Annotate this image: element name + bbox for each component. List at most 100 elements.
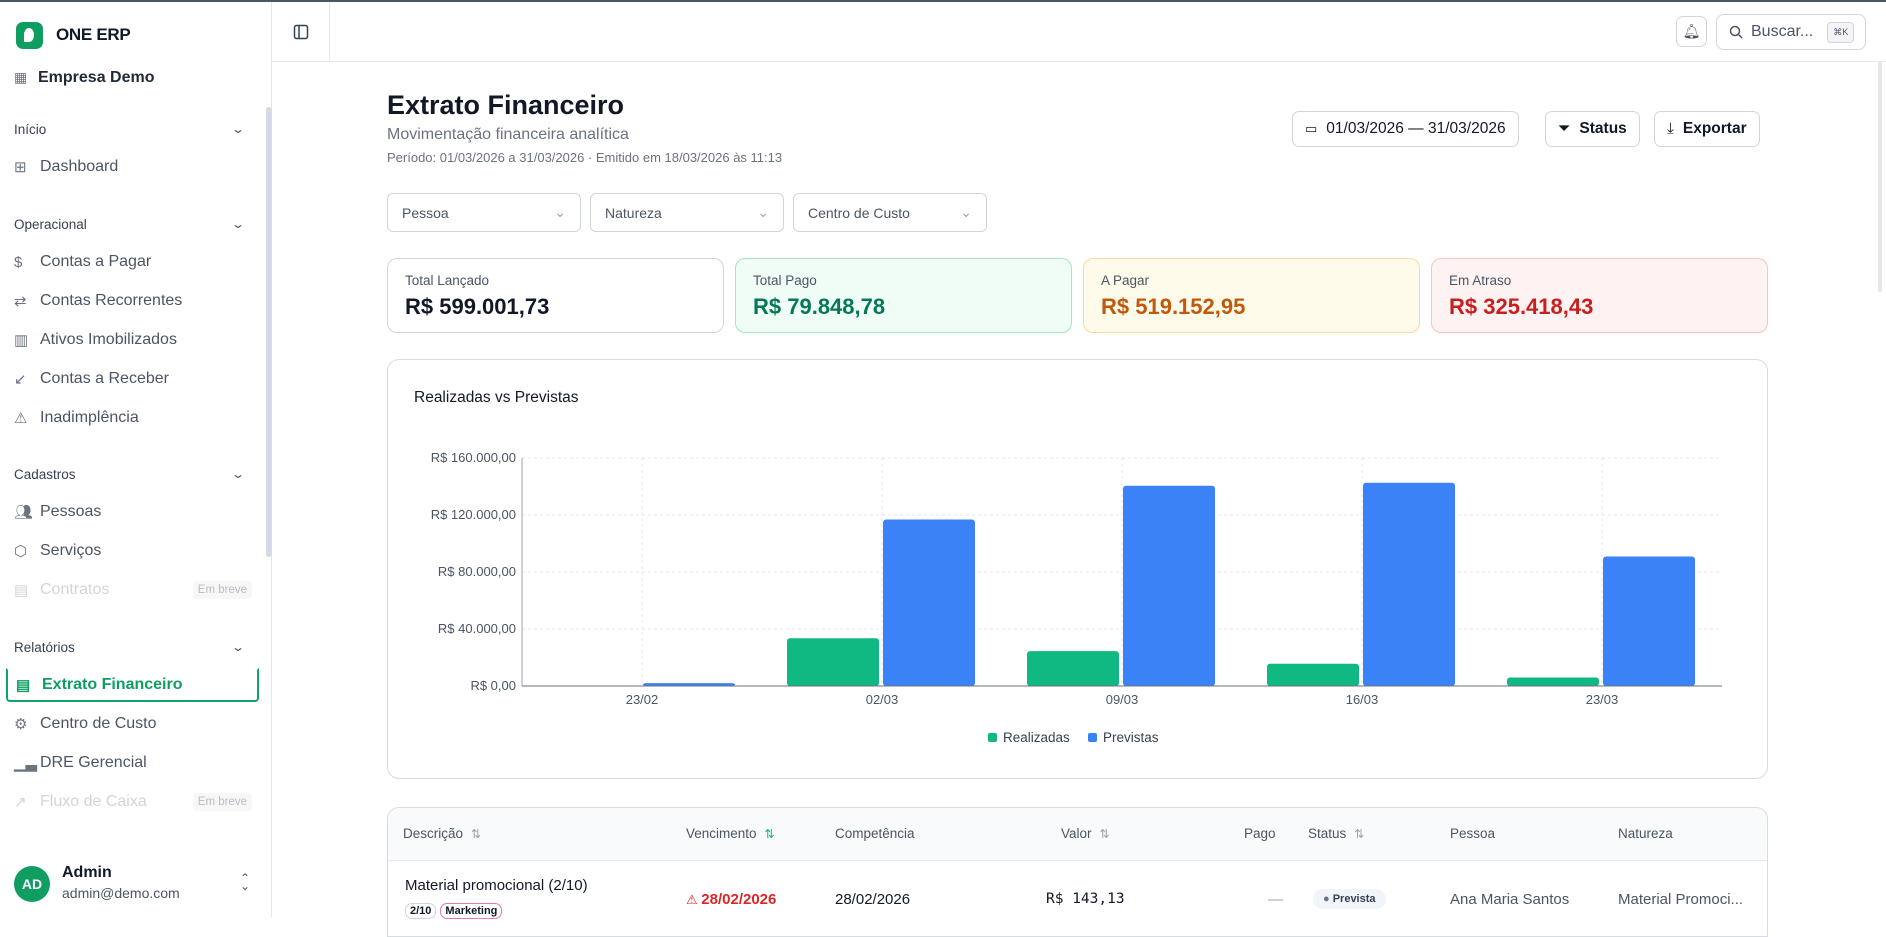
warning-icon: ⚠ xyxy=(686,892,702,907)
warning-icon: ⚠ xyxy=(14,410,28,427)
chevron-down-icon[interactable]: ⌄ xyxy=(230,122,246,136)
table-row[interactable]: Material promocional (2/10) 2/10 Marketin… xyxy=(388,861,1767,936)
sidebar-item-label: Contas a Pagar xyxy=(40,253,152,270)
col-pessoa: Pessoa xyxy=(1450,826,1496,841)
arrow-down-left-icon: ↙ xyxy=(14,371,27,388)
chevron-down-icon[interactable]: ⌄ xyxy=(230,467,246,481)
search-button[interactable]: Buscar... ⌘K xyxy=(1716,14,1866,50)
bar-previstas[interactable] xyxy=(883,519,975,686)
sidebar-item[interactable]: ⚠ Inadimplência xyxy=(14,401,258,435)
receipt-icon: ▤ xyxy=(16,677,31,694)
bar-realizadas[interactable] xyxy=(1507,677,1599,686)
export-button[interactable]: ⤓ Exportar xyxy=(1654,111,1760,147)
bar-realizadas[interactable] xyxy=(787,638,879,686)
notifications-button[interactable]: 🔔︎ xyxy=(1676,16,1707,47)
sidebar-item-label: Dashboard xyxy=(40,158,119,175)
sidebar-section-label[interactable]: Início xyxy=(14,122,47,137)
sidebar-item[interactable]: ⚙ Centro de Custo xyxy=(14,707,258,741)
app-logo xyxy=(16,22,43,49)
summary-card: A Pagar R$ 519.152,95 xyxy=(1083,258,1420,333)
package-icon: ⬡ xyxy=(14,543,28,560)
col-competencia[interactable]: Competência xyxy=(835,826,915,841)
bar-previstas[interactable] xyxy=(1363,482,1455,686)
x-tick-label: 23/03 xyxy=(1586,692,1619,707)
company-selector[interactable]: Empresa Demo xyxy=(38,69,155,86)
summary-value: R$ 325.418,43 xyxy=(1449,294,1594,319)
user-name: Admin xyxy=(62,864,112,881)
status-filter-button[interactable]: ⏷ Status xyxy=(1545,111,1640,147)
summary-label: Em Atraso xyxy=(1449,273,1512,288)
file-icon: ▤ xyxy=(14,582,29,599)
sidebar-toggle-icon xyxy=(293,24,308,40)
row-competencia: 28/02/2026 xyxy=(835,891,911,908)
building-icon: ▥ xyxy=(14,332,29,349)
search-placeholder: Buscar... xyxy=(1751,23,1814,40)
chevrons-updown-icon[interactable]: ⌃ ⌄ xyxy=(240,871,251,893)
col-vencimento[interactable]: Vencimento ⇅ xyxy=(686,826,775,841)
bar-previstas[interactable] xyxy=(643,683,735,686)
sidebar-item: ↗ Fluxo de Caixa Em breve xyxy=(14,785,258,819)
col-status[interactable]: Status ⇅ xyxy=(1308,826,1365,841)
filter-centro-de-custo[interactable]: Centro de Custo ⌄ xyxy=(793,193,987,232)
summary-label: Total Pago xyxy=(753,273,817,288)
summary-card: Em Atraso R$ 325.418,43 xyxy=(1431,258,1768,333)
sidebar-scrollbar[interactable] xyxy=(266,107,272,557)
sidebar-item[interactable]: ⇄ Contas Recorrentes xyxy=(14,284,258,318)
summary-card: Total Lançado R$ 599.001,73 xyxy=(387,258,724,333)
filter-pessoa[interactable]: Pessoa ⌄ xyxy=(387,193,581,232)
sidebar-section-label[interactable]: Operacional xyxy=(14,217,87,232)
row-tags: 2/10 Marketing xyxy=(405,901,506,919)
bar-previstas[interactable] xyxy=(1603,556,1695,686)
chevron-down-icon[interactable]: ⌄ xyxy=(230,640,246,654)
sidebar-item[interactable]: ▥ Ativos Imobilizados xyxy=(14,323,258,357)
calendar-icon: ▭ xyxy=(1305,121,1318,136)
sidebar-toggle-button[interactable] xyxy=(272,2,330,62)
y-tick-label: R$ 80.000,00 xyxy=(438,564,516,579)
sidebar-item-label: DRE Gerencial xyxy=(40,754,147,771)
sidebar-item-label: Contas a Receber xyxy=(40,370,169,387)
sidebar: ONE ERP ▦ Empresa Demo Início ⌄ ⊞ Dashboard… xyxy=(0,2,272,917)
filter-natureza[interactable]: Natureza ⌄ xyxy=(590,193,784,232)
sidebar-item[interactable]: ⬡ Serviços xyxy=(14,534,258,568)
legend-swatch xyxy=(1088,733,1097,742)
gear-icon: ⚙ xyxy=(14,716,28,733)
sidebar-item[interactable]: ⊞ Dashboard xyxy=(14,150,258,184)
sidebar-item[interactable]: ▁▃ DRE Gerencial xyxy=(14,746,258,780)
sidebar-item[interactable]: ▤ Extrato Financeiro xyxy=(6,668,259,702)
sidebar-item[interactable]: $ Contas a Pagar xyxy=(14,245,258,279)
sidebar-section-label[interactable]: Relatórios xyxy=(14,640,75,655)
export-label: Exportar xyxy=(1682,120,1747,137)
col-descricao[interactable]: Descrição ⇅ xyxy=(403,826,482,841)
sidebar-item[interactable]: 👥︎ Pessoas xyxy=(14,495,258,529)
x-tick-label: 09/03 xyxy=(1106,692,1139,707)
filter-label: Centro de Custo xyxy=(808,204,910,221)
legend-label: Previstas xyxy=(1103,730,1159,745)
coming-soon-badge: Em breve xyxy=(192,793,252,811)
date-range-button[interactable]: ▭ 01/03/2026 — 31/03/2026 xyxy=(1292,111,1519,147)
bar-realizadas[interactable] xyxy=(1267,663,1359,686)
avatar[interactable]: AD xyxy=(14,866,50,902)
chevron-down-icon: ⌄ xyxy=(960,204,972,220)
bar-realizadas[interactable] xyxy=(1027,651,1119,686)
sidebar-item[interactable]: ↙ Contas a Receber xyxy=(14,362,258,396)
page-scrollbar[interactable] xyxy=(1878,62,1882,292)
summary-card: Total Pago R$ 79.848,78 xyxy=(735,258,1072,333)
row-descricao: Material promocional (2/10) xyxy=(405,877,588,894)
trending-icon: ↗ xyxy=(14,794,27,811)
bar-previstas[interactable] xyxy=(1123,485,1215,686)
row-pago: — xyxy=(1268,891,1283,908)
bar-chart-icon: ▁▃ xyxy=(14,755,38,772)
sidebar-item-label: Ativos Imobilizados xyxy=(40,331,177,348)
table-header: Descrição ⇅ Vencimento ⇅ Competência Valor… xyxy=(388,808,1767,861)
summary-value: R$ 519.152,95 xyxy=(1101,294,1246,319)
chevron-down-icon[interactable]: ⌄ xyxy=(230,217,246,231)
sidebar-section-label[interactable]: Cadastros xyxy=(14,467,76,482)
sidebar-item-label: Inadimplência xyxy=(40,409,139,426)
summary-label: Total Lançado xyxy=(405,273,490,288)
status-label: Status xyxy=(1579,120,1627,137)
col-valor[interactable]: Valor ⇅ xyxy=(1061,826,1110,841)
summary-label: A Pagar xyxy=(1101,273,1150,288)
x-tick-label: 02/03 xyxy=(866,692,899,707)
coming-soon-badge: Em breve xyxy=(192,581,252,599)
topbar: 🔔︎ Buscar... ⌘K xyxy=(272,2,1886,62)
